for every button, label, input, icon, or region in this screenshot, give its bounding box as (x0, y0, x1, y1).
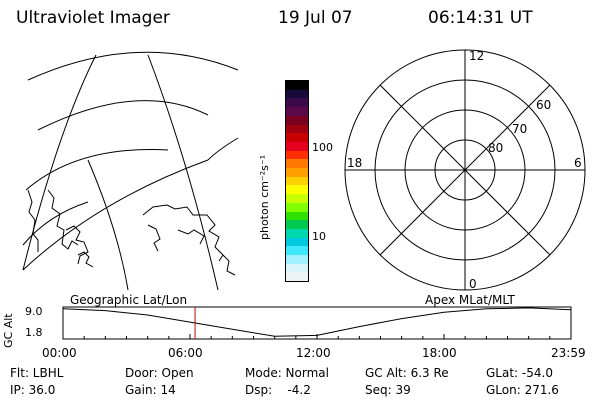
colorbar-swatch (286, 159, 308, 169)
colorbar-swatch (286, 115, 308, 125)
gc-alt-info: GC Alt: 6.3 Re (365, 366, 449, 380)
door-info: Door: Open (125, 366, 194, 380)
sequence-info: Seq: 39 (365, 383, 411, 397)
colorbar-swatch (286, 81, 308, 90)
mlat-label-80: 80 (488, 141, 503, 155)
colorbar-swatch (286, 98, 308, 108)
latitude-arc (22, 201, 89, 246)
map-left-caption: Geographic Lat/Lon (70, 293, 188, 307)
coastline (142, 204, 224, 262)
coastline (147, 224, 161, 252)
colorbar-swatch (286, 272, 308, 281)
time-label: 06:14:31 UT (428, 8, 533, 28)
colorbar-tick-10: 10 (312, 230, 326, 243)
colorbar-swatch (286, 237, 308, 247)
colorbar-swatch (286, 150, 308, 160)
colorbar-swatch (286, 107, 308, 116)
mode-info: Mode: Normal (245, 366, 329, 380)
coastline (177, 229, 205, 245)
x-tick-label: 06:00 (168, 346, 203, 360)
colorbar-swatch (286, 194, 308, 203)
mlt-label-18: 18 (347, 156, 362, 170)
coastline (27, 189, 39, 252)
polar-caption: Apex MLat/MLT (425, 293, 515, 307)
chart-ylabel: GC Alt (2, 313, 15, 348)
latitude-arc (37, 100, 209, 131)
coastline (77, 251, 94, 268)
colorbar-swatch (286, 255, 308, 264)
colorbar-swatch (286, 220, 308, 229)
coastline (65, 225, 89, 265)
x-tick-label: 18:00 (422, 346, 457, 360)
colorbar-swatch (286, 211, 308, 221)
x-tick-label: 12:00 (296, 346, 331, 360)
latitude-arc (25, 149, 169, 191)
date-label: 19 Jul 07 (278, 8, 353, 28)
glon-info: GLon: 271.6 (486, 383, 559, 397)
latitude-arc (27, 51, 239, 81)
longitude-line (207, 137, 239, 161)
longitude-line (22, 54, 97, 271)
longitude-line (87, 159, 129, 291)
colorbar-swatch (286, 185, 308, 195)
y-tick-label: 9.0 (25, 305, 43, 318)
glat-info: GLat: -54.0 (486, 366, 553, 380)
y-tick-label: 1.8 (25, 326, 43, 339)
colorbar-swatch (286, 246, 308, 256)
coastline (47, 189, 79, 250)
mlat-label-70: 70 (512, 122, 527, 136)
colorbar-swatch (286, 89, 308, 99)
mlt-label-12: 12 (469, 49, 484, 63)
x-tick-label: 00:00 (42, 346, 77, 360)
longitude-line (22, 159, 209, 271)
colorbar (285, 80, 309, 282)
ip-info: IP: 36.0 (10, 383, 56, 397)
coastline (222, 254, 236, 276)
colorbar-swatch (286, 124, 308, 134)
filter-info: Flt: LBHL (10, 366, 64, 380)
colorbar-swatch (286, 202, 308, 212)
colorbar-swatch (286, 168, 308, 177)
colorbar-swatch (286, 133, 308, 142)
colorbar-swatch (286, 141, 308, 151)
mlt-axis-diagonal (379, 84, 551, 256)
polar-plot: 12 18 6 0 60 70 80 (344, 49, 586, 291)
mlt-label-0: 0 (469, 277, 477, 291)
gain-info: Gain: 14 (125, 383, 176, 397)
altitude-chart (62, 306, 572, 340)
dsp-info: Dsp: -4.2 (245, 383, 311, 397)
geographic-map (22, 51, 239, 291)
instrument-title: Ultraviolet Imager (16, 8, 170, 28)
mlat-label-60: 60 (536, 98, 551, 112)
longitude-line (147, 54, 219, 291)
altitude-series-line (62, 307, 572, 337)
colorbar-unit-label: photon cm⁻²s⁻¹ (258, 154, 271, 240)
colorbar-swatch (286, 228, 308, 238)
x-tick-label: 23:59 (551, 346, 586, 360)
mlt-label-6: 6 (574, 156, 582, 170)
colorbar-swatch (286, 176, 308, 186)
colorbar-swatch (286, 263, 308, 273)
colorbar-tick-100: 100 (312, 141, 333, 154)
